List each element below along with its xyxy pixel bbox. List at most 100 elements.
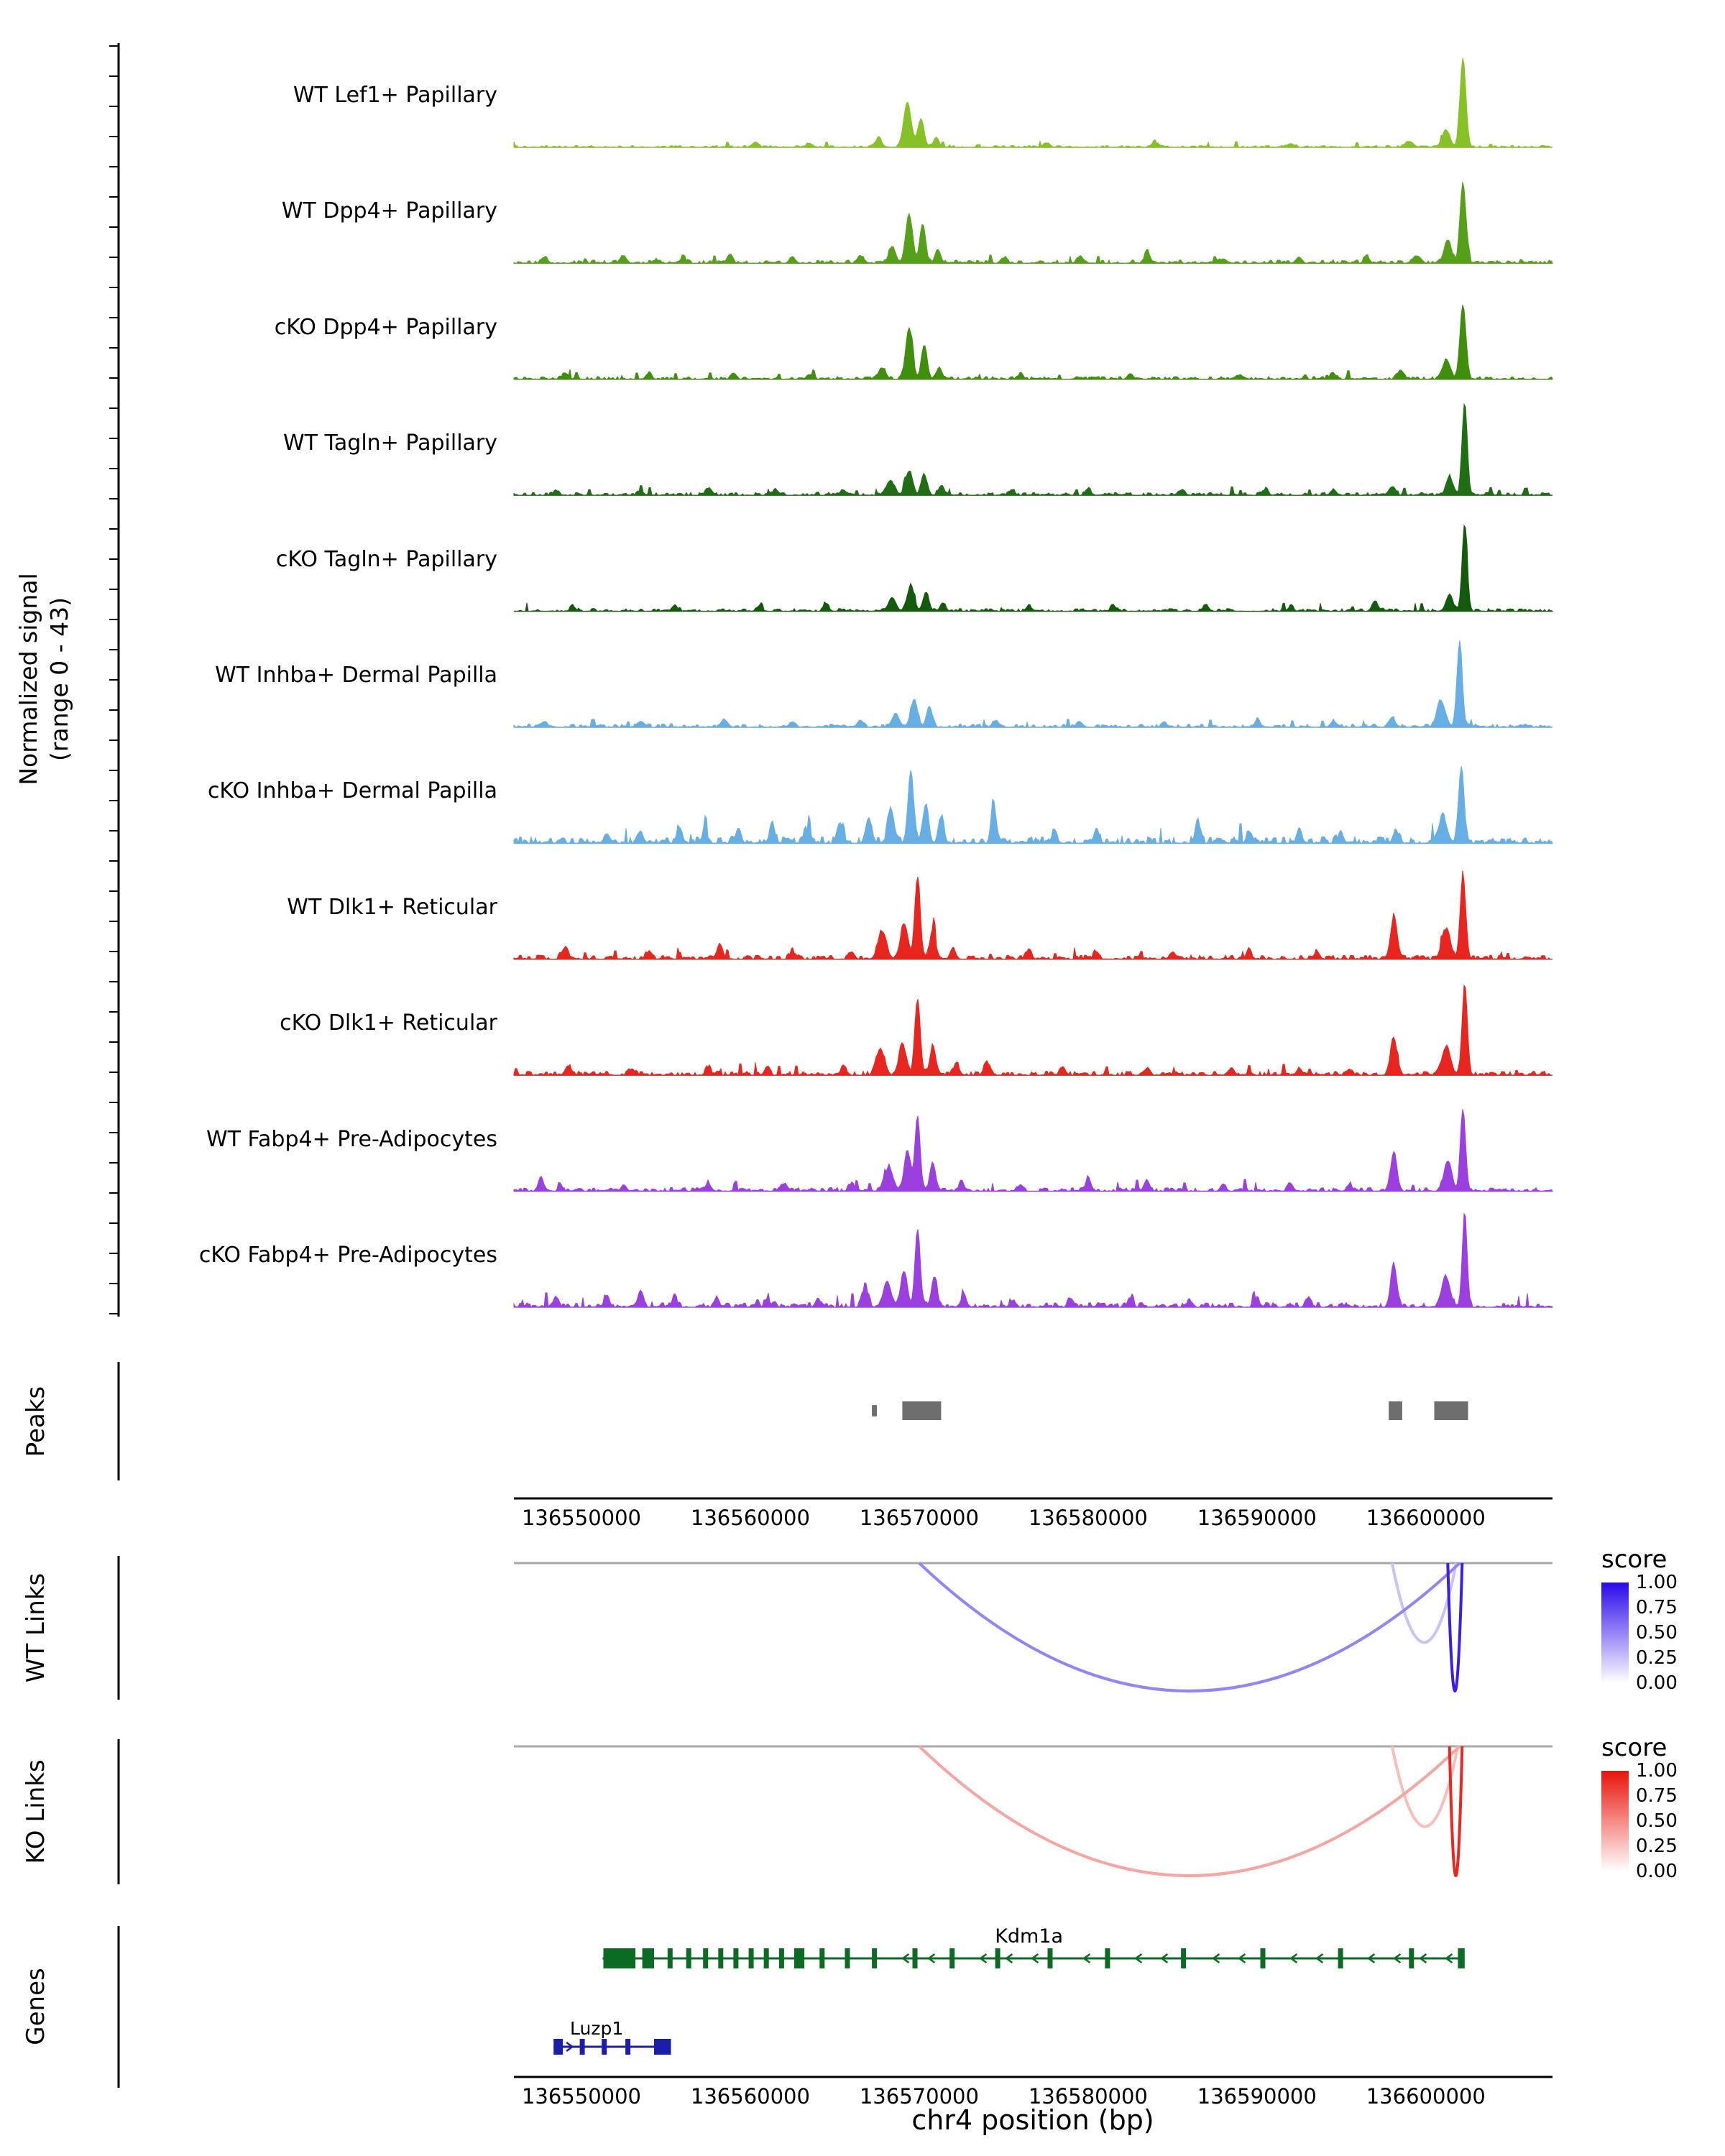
- gene-strand-arrow: [927, 1953, 936, 1964]
- x-axis-tick-label: 136580000: [1028, 2084, 1148, 2109]
- signal-track-10: [513, 1109, 1553, 1192]
- gene-strand-arrow: [1082, 1953, 1091, 1964]
- track-label: cKO Tagln+ Papillary: [275, 546, 497, 572]
- gene-exon: [625, 2039, 631, 2055]
- gene-exon: [579, 2039, 585, 2055]
- gene-exon: [872, 1948, 878, 1968]
- gene-exon: [1338, 1948, 1343, 1968]
- ko-link-arc: [1448, 1746, 1464, 1877]
- peak-region: [1434, 1401, 1468, 1420]
- x-axis-tick-label: 136550000: [521, 2084, 641, 2109]
- track-label: WT Dpp4+ Papillary: [281, 198, 497, 224]
- gene-exon: [654, 2039, 671, 2055]
- gene-strand-arrow: [901, 1953, 910, 1964]
- signal-track-3: [513, 304, 1553, 380]
- gene-exon: [686, 1948, 691, 1968]
- ko-links-section-label: KO Links: [22, 1759, 50, 1864]
- gene-exon: [794, 1948, 805, 1968]
- gene-exon: [703, 1948, 709, 1968]
- score-tick-label: 1.00: [1636, 1572, 1678, 1593]
- x-axis-tick-label: 136570000: [859, 2084, 979, 2109]
- gene-exon: [845, 1948, 850, 1968]
- gene-strand-arrow: [1005, 1953, 1013, 1964]
- gene-exon: [553, 2039, 564, 2055]
- wt-score-gradient: [1601, 1583, 1629, 1683]
- gene-strand-arrow: [1367, 1953, 1376, 1964]
- ko-links-score-legend: score 1.00 0.75 0.50 0.25 0.00: [1601, 1733, 1701, 1882]
- ko-legend-title: score: [1601, 1733, 1668, 1762]
- signal-track-9: [513, 984, 1553, 1077]
- peak-region: [1389, 1401, 1402, 1420]
- gene-exon: [733, 1948, 739, 1968]
- signal-track-2: [513, 182, 1553, 264]
- track-label: WT Dlk1+ Reticular: [287, 894, 497, 920]
- x-axis-tick-label: 136600000: [1366, 1506, 1486, 1530]
- track-label: cKO Fabp4+ Pre-Adipocytes: [198, 1243, 497, 1268]
- gene-strand-arrow: [1134, 1953, 1143, 1964]
- gene-name-label: Luzp1: [570, 2018, 624, 2039]
- gene-strand-arrow: [1160, 1953, 1169, 1964]
- x-axis-tick-label: 136560000: [690, 2084, 810, 2109]
- wt-links-score-legend: score 1.00 0.75 0.50 0.25 0.00: [1601, 1545, 1701, 1694]
- score-tick-label: 0.00: [1636, 1672, 1678, 1694]
- gene-exon: [718, 1948, 724, 1968]
- gene-strand-arrow: [1419, 1953, 1427, 1964]
- gene-exon: [763, 1948, 769, 1968]
- gene-strand-arrow: [979, 1953, 988, 1964]
- x-axis-tick-label: 136590000: [1197, 1506, 1317, 1530]
- gene-exon: [1409, 1948, 1414, 1968]
- signal-track-1: [513, 57, 1553, 148]
- track-label: WT Inhba+ Dermal Papilla: [215, 663, 497, 688]
- gene-exon: [949, 1948, 955, 1968]
- gene-exon: [667, 1948, 673, 1968]
- score-tick-label: 0.75: [1636, 1597, 1678, 1618]
- gene-strand-arrow: [1031, 1953, 1039, 1964]
- gene-exon: [603, 1948, 636, 1968]
- signal-track-4: [513, 402, 1553, 497]
- wt-legend-title: score: [1601, 1545, 1668, 1574]
- signal-track-11: [513, 1212, 1554, 1309]
- gene-strand-arrow: [1315, 1953, 1324, 1964]
- x-axis-tick-label: 136570000: [859, 1506, 979, 1530]
- gene-exon: [1047, 1948, 1053, 1968]
- signal-track-7: [513, 766, 1553, 844]
- x-axis-tick-label: 136560000: [690, 1506, 810, 1530]
- gene-exon: [995, 1948, 1000, 1968]
- track-label: cKO Inhba+ Dermal Papilla: [207, 778, 497, 804]
- score-tick-label: 0.25: [1636, 1835, 1678, 1857]
- score-tick-label: 1.00: [1636, 1760, 1678, 1782]
- gene-exon: [1105, 1948, 1110, 1968]
- score-tick-label: 0.75: [1636, 1785, 1678, 1807]
- gene-exon: [602, 2039, 607, 2055]
- x-axis-tick-label: 136590000: [1197, 2084, 1317, 2109]
- x-axis-title: chr4 position (bp): [911, 2104, 1154, 2136]
- wt-score-tick-labels: 1.00 0.75 0.50 0.25 0.00: [1629, 1572, 1701, 1694]
- peaks-section-label: Peaks: [22, 1386, 50, 1457]
- x-axis-tick-label: 136600000: [1366, 2084, 1486, 2109]
- score-tick-label: 0.25: [1636, 1647, 1678, 1669]
- ko-score-tick-labels: 1.00 0.75 0.50 0.25 0.00: [1629, 1760, 1701, 1882]
- signal-track-6: [513, 640, 1553, 729]
- track-label: cKO Dpp4+ Papillary: [274, 314, 497, 340]
- gene-strand-arrow: [566, 2041, 574, 2053]
- gene-exon: [819, 1948, 825, 1968]
- ko-link-arc: [918, 1745, 1461, 1877]
- gene-exon: [1260, 1948, 1266, 1968]
- gene-exon: [912, 1948, 918, 1968]
- peak-region: [872, 1405, 878, 1416]
- signal-track-8: [513, 870, 1553, 961]
- track-label: WT Lef1+ Papillary: [293, 83, 497, 108]
- gene-strand-arrow: [1393, 1953, 1402, 1964]
- signal-track-5: [513, 524, 1554, 612]
- gene-name-label: Kdm1a: [995, 1925, 1064, 1948]
- score-tick-label: 0.00: [1636, 1861, 1678, 1882]
- gene-exon: [778, 1948, 784, 1968]
- genes-section-label: Genes: [22, 1968, 50, 2045]
- x-axis-tick-label: 136550000: [521, 1506, 641, 1530]
- gene-exon: [1458, 1948, 1465, 1968]
- gene-strand-arrow: [1212, 1953, 1220, 1964]
- peak-region: [902, 1401, 942, 1420]
- gene-exon: [748, 1948, 754, 1968]
